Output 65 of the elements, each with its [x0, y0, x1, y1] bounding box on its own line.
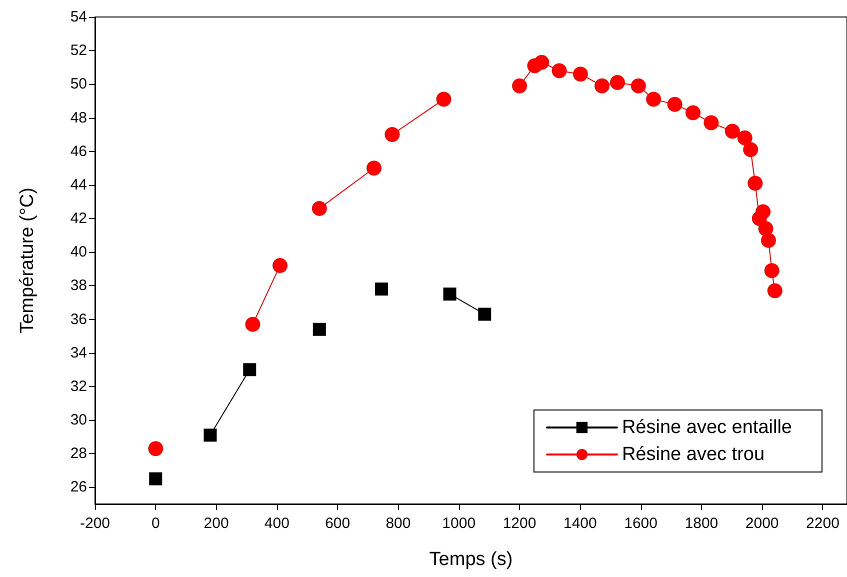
x-tick-label: 200	[204, 515, 229, 532]
legend-label: Résine avec entaille	[622, 417, 792, 438]
point	[512, 78, 528, 94]
point	[704, 115, 719, 130]
point	[743, 142, 758, 158]
y-tick-label: 36	[70, 310, 87, 328]
y-tick-label: 32	[70, 378, 87, 395]
y-tick-label: 52	[70, 42, 87, 60]
point	[534, 54, 550, 70]
y-tick-label: 42	[70, 210, 87, 228]
y-tick-label: 26	[70, 478, 87, 496]
x-tick-label: 1600	[624, 515, 658, 532]
point	[375, 282, 388, 296]
point	[243, 363, 256, 376]
point	[443, 288, 456, 301]
y-tick-label: 44	[70, 176, 87, 194]
point	[148, 441, 164, 456]
point	[384, 127, 400, 142]
point	[436, 92, 452, 107]
x-tick-label: 1400	[563, 515, 597, 532]
x-tick-label: 800	[386, 515, 411, 532]
point	[312, 200, 327, 216]
point	[478, 308, 492, 321]
point	[685, 105, 700, 120]
point	[572, 66, 588, 82]
point	[149, 472, 162, 486]
x-tick-label: -200	[80, 515, 110, 532]
point	[204, 428, 217, 442]
x-tick-label: 0	[151, 515, 160, 532]
point	[552, 63, 567, 78]
point	[366, 160, 382, 176]
y-tick-label: 48	[70, 109, 87, 126]
point	[272, 258, 288, 274]
y-tick-label: 40	[70, 244, 87, 261]
y-tick-label: 54	[70, 8, 87, 26]
x-tick-label: 1000	[442, 515, 476, 532]
point	[767, 283, 782, 298]
x-tick-label: 1200	[502, 515, 536, 532]
point	[760, 232, 776, 248]
point	[756, 204, 771, 220]
y-tick-label: 34	[70, 344, 87, 362]
legend-label: Résine avec trou	[622, 444, 765, 465]
point	[610, 74, 625, 90]
x-axis-title: Temps (s)	[429, 549, 513, 570]
x-tick-label: 600	[325, 515, 350, 532]
point	[748, 176, 763, 191]
point	[667, 96, 682, 112]
x-tick-label: 400	[264, 515, 290, 532]
y-tick-label: 50	[70, 76, 87, 93]
x-tick-label: 2000	[745, 515, 779, 532]
point	[737, 130, 752, 146]
point	[312, 322, 326, 336]
point	[724, 124, 740, 139]
point	[764, 263, 780, 278]
y-tick-label: 28	[70, 445, 87, 462]
y-tick-label: 30	[70, 412, 87, 429]
x-tick-label: 2200	[806, 515, 840, 532]
y-tick-label: 46	[70, 142, 87, 160]
y-tick-label: 38	[70, 277, 87, 294]
point	[630, 78, 646, 94]
y-axis-title: Température (°C)	[17, 188, 38, 334]
point	[245, 316, 260, 332]
x-tick-label: 1800	[684, 515, 718, 532]
point	[594, 78, 610, 94]
point	[646, 92, 662, 107]
